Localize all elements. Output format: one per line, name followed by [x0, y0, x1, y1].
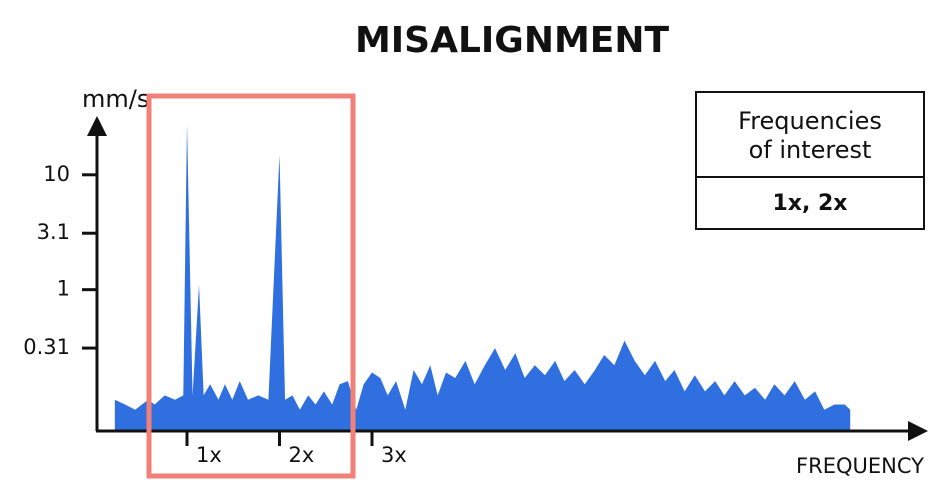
- x-axis-arrow: [908, 421, 928, 441]
- y-tick-label: 1: [57, 277, 70, 301]
- highlight-box: [146, 93, 356, 479]
- y-tick-label: 3.1: [37, 220, 70, 244]
- x-tick-label: 2x: [289, 443, 315, 467]
- y-axis-arrow: [87, 116, 107, 136]
- y-axis-label: mm/s: [82, 85, 149, 113]
- plot-area: [114, 123, 851, 431]
- spectrum-area: [114, 123, 851, 431]
- x-axis-label: FREQUENCY: [796, 454, 924, 478]
- x-tick-label: 3x: [381, 443, 407, 467]
- y-tick-label: 0.31: [23, 335, 70, 359]
- y-tick-label: 10: [43, 162, 70, 186]
- annotation-title: of interest: [749, 136, 872, 164]
- annotation-box: [695, 91, 925, 230]
- annotation-title: Frequencies: [738, 107, 882, 135]
- annotation-text: 1x, 2x: [772, 191, 847, 216]
- chart-title: MISALIGNMENT: [355, 20, 670, 61]
- x-tick-label: 1x: [196, 443, 222, 467]
